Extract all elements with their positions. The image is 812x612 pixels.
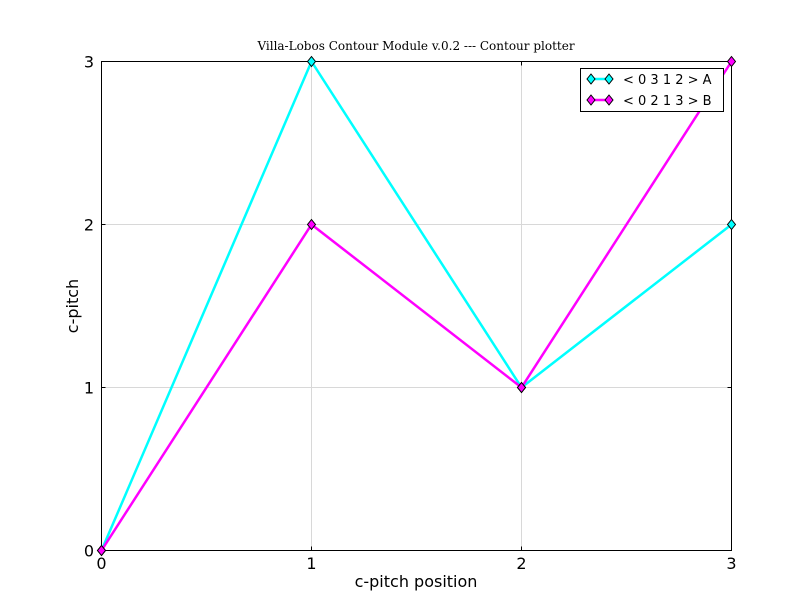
y-tick-label-1: 1 xyxy=(84,379,94,398)
legend-marker-b-left xyxy=(586,94,596,106)
chart-title: Villa-Lobos Contour Module v.0.2 --- Con… xyxy=(256,39,574,53)
legend-label-b: < 0 2 1 3 > B xyxy=(623,94,712,109)
y-axis-label: c-pitch xyxy=(63,279,82,333)
legend-label-a: < 0 3 1 2 > A xyxy=(623,73,712,88)
x-tick-label-0: 0 xyxy=(96,554,106,573)
series-line-1 xyxy=(100,60,733,552)
x-axis-label: c-pitch position xyxy=(355,572,478,591)
legend-marker-a-right xyxy=(604,73,614,85)
y-tick-label-3: 3 xyxy=(84,53,94,72)
legend-marker-b-right xyxy=(604,94,614,106)
series-line-0 xyxy=(100,58,733,551)
legend-box xyxy=(580,68,724,112)
legend-entry-b: < 0 2 1 3 > B xyxy=(586,94,712,109)
plot-frame xyxy=(101,61,732,551)
x-tick-label-3: 3 xyxy=(726,554,736,573)
y-tick-label-0: 0 xyxy=(84,542,94,561)
data-point-0-1 xyxy=(306,55,317,68)
data-point-1-2 xyxy=(516,381,527,394)
legend: < 0 3 1 2 > A < 0 2 1 3 > B xyxy=(580,68,724,112)
y-tick-label-2: 2 xyxy=(84,216,94,235)
tick-labels: 0 1 2 3 0 1 2 3 xyxy=(84,53,737,574)
data-point-1-0 xyxy=(96,544,107,557)
series-layer xyxy=(96,55,737,557)
data-point-0-3 xyxy=(726,218,737,231)
data-point-1-1 xyxy=(306,218,317,231)
data-point-1-3 xyxy=(726,55,737,68)
legend-entry-a: < 0 3 1 2 > A xyxy=(586,73,712,88)
legend-marker-a-left xyxy=(586,73,596,85)
x-tick-label-2: 2 xyxy=(516,554,526,573)
x-tick-label-1: 1 xyxy=(306,554,316,573)
